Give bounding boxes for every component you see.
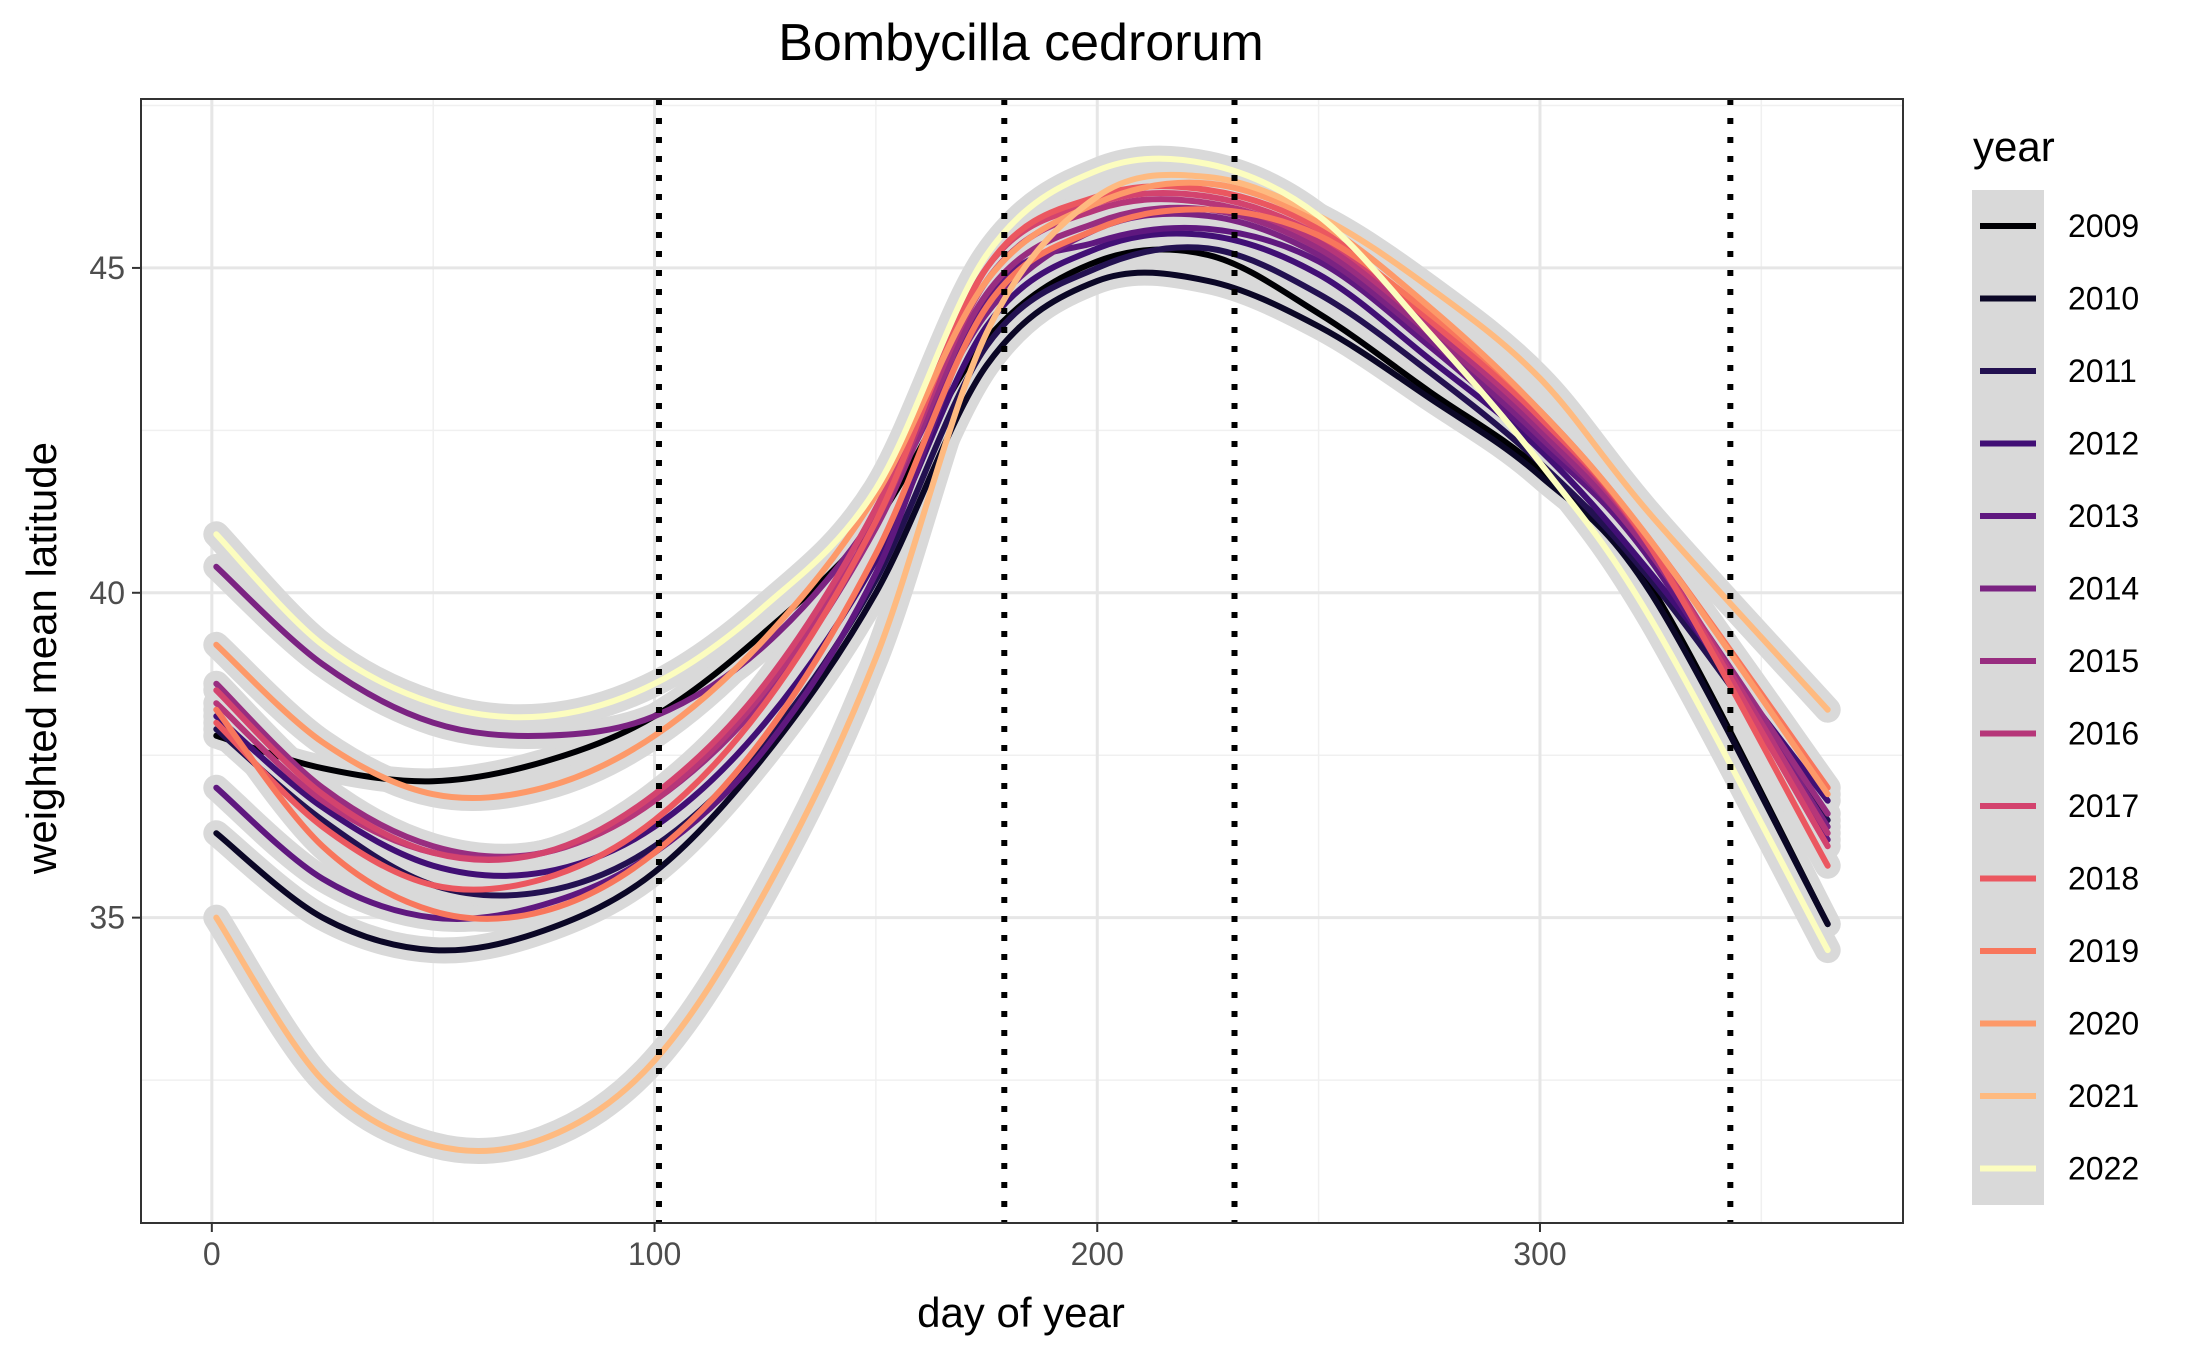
- series-line-2014: [213, 210, 1831, 830]
- vertical-reference-lines: [655, 99, 1734, 1223]
- series-line-2012: [213, 230, 1831, 879]
- legend-label-2012: 2012: [2068, 426, 2139, 462]
- legend-label-2022: 2022: [2068, 1151, 2139, 1187]
- x-tick-label: 200: [1071, 1236, 1124, 1272]
- series-line-2021: [213, 171, 1831, 1154]
- y-tick-label: 45: [89, 250, 125, 286]
- series-line-layer: [213, 155, 1831, 1154]
- y-tick-label: 35: [89, 900, 125, 936]
- legend: year 2009 2010 2011 2012 2013 2014 2015 2016 201…: [1972, 123, 2139, 1205]
- legend-label-2017: 2017: [2068, 788, 2139, 824]
- legend-label-2015: 2015: [2068, 643, 2139, 679]
- legend-label-2021: 2021: [2068, 1078, 2139, 1114]
- y-axis-title: weighted mean latitude: [18, 442, 65, 875]
- series-line-2022: [213, 155, 1831, 954]
- x-tick-label: 100: [628, 1236, 681, 1272]
- legend-label-2019: 2019: [2068, 933, 2139, 969]
- x-tick-label: 0: [203, 1236, 221, 1272]
- legend-label-2014: 2014: [2068, 571, 2139, 607]
- y-tick-label: 40: [89, 575, 125, 611]
- legend-label-2018: 2018: [2068, 861, 2139, 897]
- legend-label-2011: 2011: [2068, 353, 2137, 389]
- legend-label-2016: 2016: [2068, 716, 2139, 752]
- series-line-2010: [213, 269, 1831, 954]
- x-tick-label: 300: [1513, 1236, 1566, 1272]
- legend-label-2009: 2009: [2068, 208, 2139, 244]
- chart-title: Bombycilla cedrorum: [778, 14, 1264, 72]
- series-line-2020: [213, 179, 1831, 802]
- legend-title: year: [1973, 123, 2055, 170]
- plot-panel-border: [140, 98, 1904, 1224]
- legend-label-2010: 2010: [2068, 281, 2139, 317]
- legend-label-2020: 2020: [2068, 1006, 2139, 1042]
- axis-ticks: 0 100 200 300 35 40 45: [89, 250, 1566, 1272]
- x-axis-title: day of year: [917, 1289, 1125, 1336]
- series-line-2018: [213, 183, 1831, 893]
- series-line-2013: [213, 224, 1831, 922]
- legend-key-background: [1972, 190, 2044, 1205]
- legend-label-2013: 2013: [2068, 498, 2139, 534]
- series-line-2015: [213, 204, 1831, 860]
